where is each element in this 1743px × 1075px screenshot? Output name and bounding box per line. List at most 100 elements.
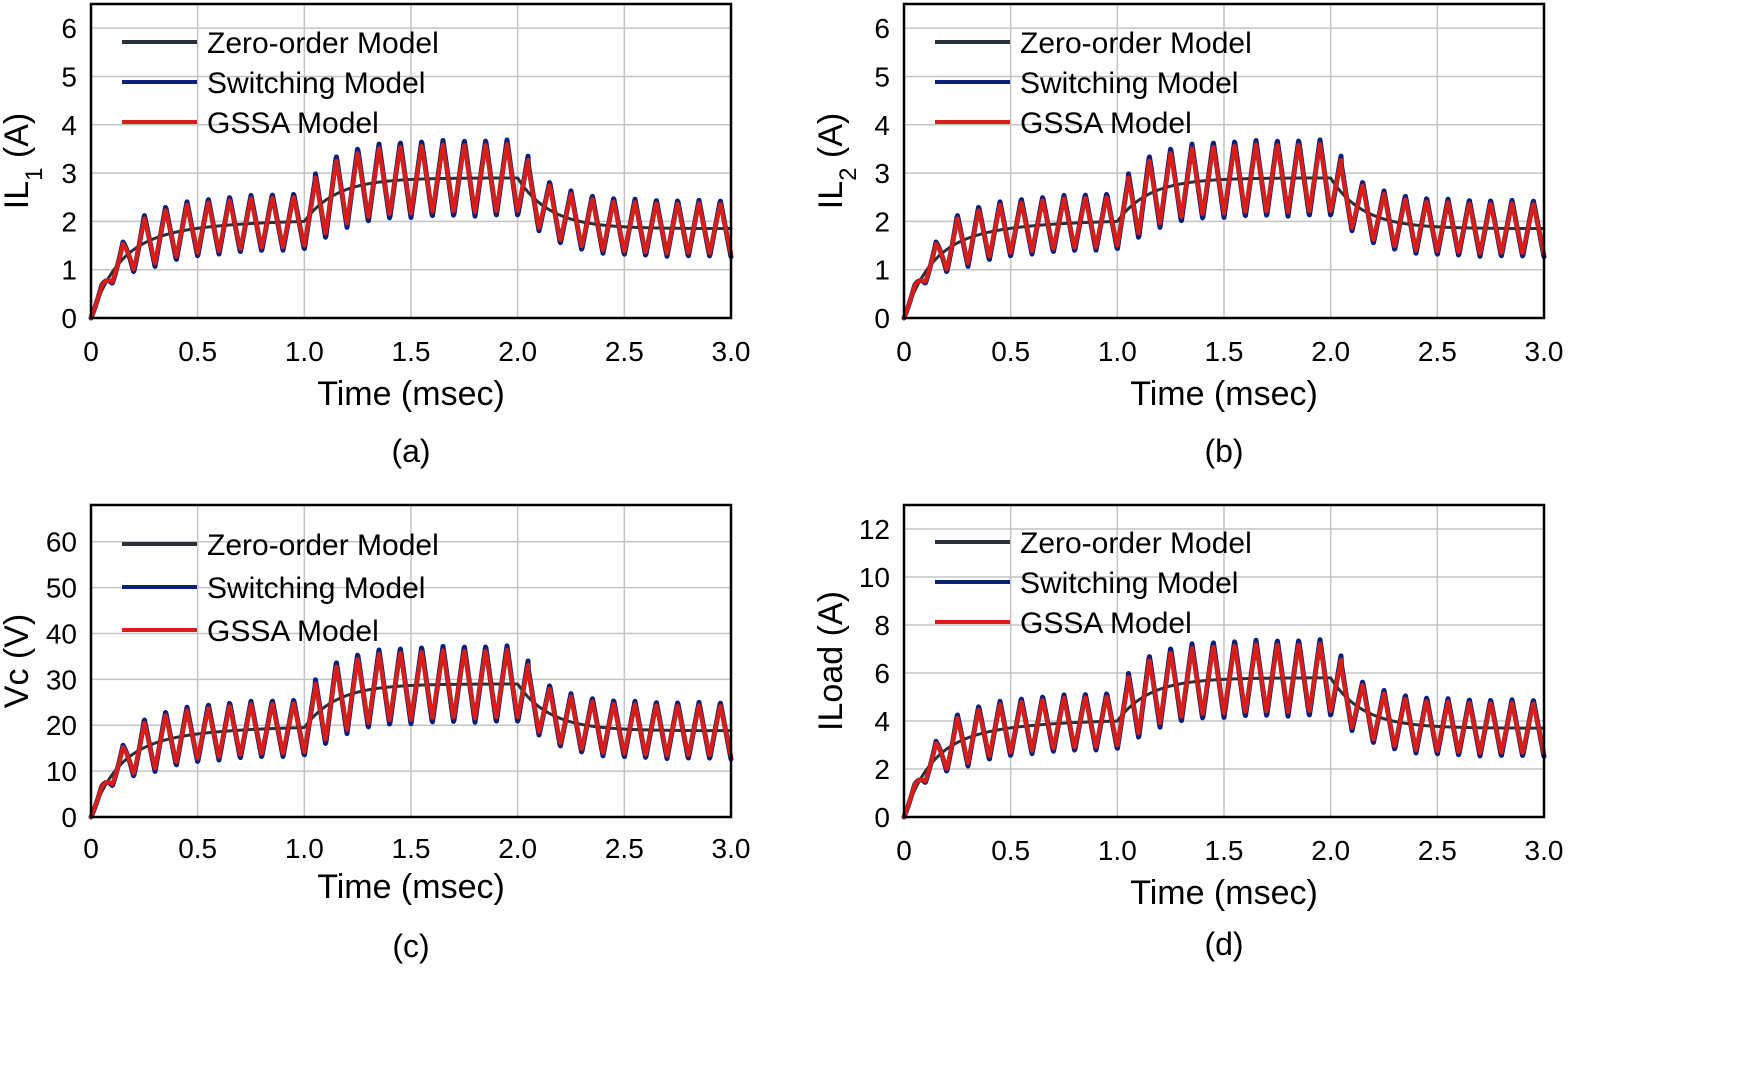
series-gssa-model [88,647,734,820]
x-tick-label: 0 [896,835,912,866]
y-tick-label: 30 [46,664,77,695]
x-tick-label: 1.5 [1205,336,1244,367]
y-tick-label: 50 [46,573,77,604]
plot-frame [89,503,733,819]
y-tick-label: 1 [874,255,890,286]
y-tick-label: 10 [859,562,890,593]
y-tick-label: 0 [874,802,890,833]
x-axis-label: Time (msec) [317,868,505,906]
panel-caption: (c) [392,928,429,964]
series-gssa-model [901,141,1547,321]
x-tick-label: 3.0 [712,336,751,367]
series-switching-model [88,643,734,820]
y-tick-label: 3 [61,158,77,189]
chart-panel-c: 0 0.5 1.0 1.5 2.0 2.5 3.0 0 10 20 30 40 50 60 Time (ms… [0,503,751,964]
panel-caption: (a) [391,433,430,469]
legend-gssa-label: GSSA Model [1020,607,1192,640]
x-tick-label: 1.5 [1205,835,1244,866]
x-tick-label: 0 [896,336,912,367]
x-tick-label: 3.0 [1525,835,1564,866]
y-tick-label: 4 [61,110,77,141]
series-zero-order-model [902,676,1546,819]
legend-gssa-label: GSSA Model [207,107,379,140]
legend-switching-label: Switching Model [1020,67,1238,100]
chart-panel-b: 0 0.5 1.0 1.5 2.0 2.5 3.0 0 1 2 3 4 5 6 Time (msec) IL2… [812,2,1564,469]
y-tick-label: 4 [874,706,890,737]
series-zero-order-model [89,682,733,819]
y-tick-label: 40 [46,618,77,649]
x-tick-label: 0 [83,336,99,367]
x-tick-label: 2.5 [605,336,644,367]
y-tick-label: 0 [874,303,890,334]
chart-panel-d: 0 0.5 1.0 1.5 2.0 2.5 3.0 0 2 4 6 8 10 12 Time (msec) I… [812,503,1564,962]
y-tick-label: 6 [874,13,890,44]
y-axis-label: IL1 (A) [0,113,48,210]
chart-panel-a: 0 0.5 1.0 1.5 2.0 2.5 3.0 0 1 2 3 4 5 6 Time (msec) IL1… [0,2,751,469]
y-tick-label: 6 [61,13,77,44]
legend-gssa-label: GSSA Model [207,615,379,648]
y-axis-label: ILoad (A) [812,591,850,731]
y-tick-label: 12 [859,514,890,545]
x-tick-label: 0.5 [991,336,1030,367]
plot-frame [902,503,1546,819]
x-tick-label: 2.5 [605,833,644,864]
series-zero-order-model [902,176,1546,320]
panel-caption: (b) [1204,433,1243,469]
y-axis-label: Vc (V) [0,614,36,708]
legend-zero-order-label: Zero-order Model [207,27,439,60]
y-axis-label: IL2 (A) [812,113,862,210]
plot-frame [902,2,1546,320]
y-tick-label: 2 [61,206,77,237]
panel-caption: (d) [1204,926,1243,962]
x-axis-label: Time (msec) [1130,375,1318,413]
x-tick-label: 1.5 [392,833,431,864]
y-tick-label: 1 [61,255,77,286]
y-tick-label: 10 [46,756,77,787]
y-tick-label: 2 [874,754,890,785]
series-gssa-model [901,641,1547,820]
y-tick-label: 3 [874,158,890,189]
x-tick-label: 2.0 [1311,336,1350,367]
x-tick-label: 3.0 [712,833,751,864]
series-switching-model [88,137,734,321]
series-switching-model [901,137,1547,321]
legend-zero-order-label: Zero-order Model [1020,27,1252,60]
x-tick-label: 2.5 [1418,336,1457,367]
x-tick-label: 2.0 [498,336,537,367]
series-zero-order-model [89,176,733,320]
plot-frame [89,2,733,320]
legend-switching-label: Switching Model [207,67,425,100]
x-tick-label: 0.5 [178,833,217,864]
legend-switching-label: Switching Model [1020,567,1238,600]
legend-gssa-label: GSSA Model [1020,107,1192,140]
y-tick-label: 8 [874,610,890,641]
x-tick-label: 1.0 [1098,835,1137,866]
x-tick-label: 2.0 [498,833,537,864]
y-tick-label: 60 [46,527,77,558]
x-tick-label: 3.0 [1525,336,1564,367]
x-tick-label: 1.0 [285,336,324,367]
y-tick-label: 5 [61,61,77,92]
legend-zero-order-label: Zero-order Model [207,529,439,562]
x-tick-label: 2.0 [1311,835,1350,866]
y-tick-label: 5 [874,61,890,92]
legend-switching-label: Switching Model [207,572,425,605]
series-switching-model [901,637,1547,820]
y-tick-label: 4 [874,110,890,141]
x-tick-label: 0.5 [178,336,217,367]
y-tick-label: 0 [61,303,77,334]
y-tick-label: 0 [61,802,77,833]
x-tick-label: 2.5 [1418,835,1457,866]
x-tick-label: 0.5 [991,835,1030,866]
x-tick-label: 1.5 [392,336,431,367]
x-axis-label: Time (msec) [1130,874,1318,912]
x-tick-label: 1.0 [285,833,324,864]
legend-zero-order-label: Zero-order Model [1020,527,1252,560]
y-tick-label: 2 [874,206,890,237]
x-tick-label: 0 [83,833,99,864]
y-tick-label: 6 [874,658,890,689]
y-tick-label: 20 [46,710,77,741]
x-axis-label: Time (msec) [317,375,505,413]
x-tick-label: 1.0 [1098,336,1137,367]
